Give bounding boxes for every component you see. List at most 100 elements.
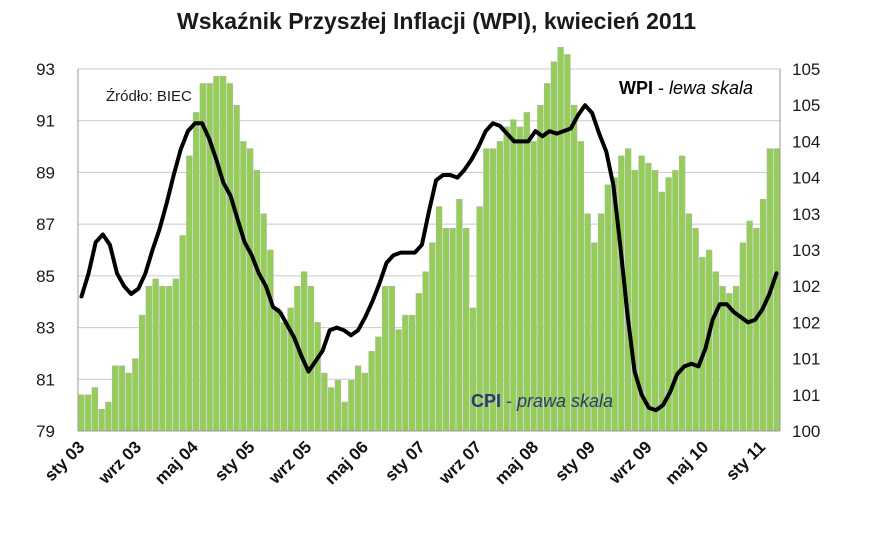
- left-tick-label: 93: [36, 60, 55, 79]
- left-tick-label: 87: [36, 215, 55, 234]
- chart-title: Wskaźnik Przyszłej Inflacji (WPI), kwiec…: [177, 8, 696, 34]
- cpi-bar: [118, 365, 126, 432]
- cpi-bar: [692, 227, 699, 432]
- cpi-bar: [759, 199, 767, 432]
- cpi-bar: [651, 170, 659, 432]
- cpi-bar: [712, 271, 720, 432]
- cpi-bar: [496, 141, 504, 432]
- x-tick-label: wrz 05: [264, 437, 315, 488]
- cpi-bar: [273, 307, 281, 432]
- cpi-bar: [489, 148, 497, 432]
- cpi-bar: [327, 387, 335, 432]
- cpi-bar: [300, 271, 308, 432]
- cpi-bar: [314, 322, 321, 432]
- cpi-bar: [98, 408, 105, 432]
- cpi-bar: [503, 126, 510, 432]
- cpi-bar: [685, 213, 693, 432]
- cpi-bar: [105, 401, 112, 432]
- cpi-bar: [226, 83, 234, 432]
- legend-wpi-suffix: lewa skala: [669, 78, 753, 98]
- cpi-bar: [422, 271, 429, 432]
- cpi-bar: [577, 141, 585, 432]
- x-tick-label: sty 11: [722, 437, 769, 484]
- x-tick-label: wrz 03: [94, 437, 145, 488]
- cpi-bar: [145, 285, 153, 432]
- cpi-bar: [537, 104, 544, 432]
- x-tick-label: wrz 07: [435, 437, 486, 488]
- cpi-bar: [91, 387, 99, 432]
- cpi-bar: [732, 285, 740, 432]
- cpi-bar: [368, 351, 375, 432]
- cpi-bar: [354, 365, 362, 432]
- cpi-bar: [294, 285, 301, 432]
- cpi-bar: [341, 401, 348, 432]
- cpi-bar: [557, 46, 564, 432]
- cpi-bar: [361, 372, 369, 432]
- cpi-bar: [125, 372, 132, 432]
- left-tick-label: 89: [36, 163, 55, 182]
- legend-cpi-dash: -: [501, 391, 517, 411]
- cpi-bar: [240, 141, 247, 432]
- cpi-bar: [219, 75, 227, 432]
- x-tick-label: maj 06: [321, 437, 372, 488]
- legend-cpi: CPI - prawa skala: [471, 391, 613, 411]
- right-tick-label: 104: [792, 169, 820, 188]
- cpi-bar: [456, 199, 463, 432]
- cpi-bar: [111, 365, 119, 432]
- wpi-line: [79, 103, 779, 413]
- right-tick-label: 104: [792, 132, 820, 151]
- cpi-bar: [186, 155, 193, 432]
- cpi-bar: [550, 61, 558, 432]
- x-tick-label: sty 07: [381, 437, 429, 485]
- cpi-bar: [280, 322, 288, 432]
- cpi-bar: [408, 314, 416, 432]
- cpi-bar: [159, 285, 166, 432]
- left-tick-label: 85: [36, 267, 55, 286]
- cpi-bar: [213, 75, 220, 432]
- cpi-bar: [645, 162, 652, 432]
- cpi-bar: [699, 256, 706, 432]
- cpi-bar: [381, 285, 389, 432]
- cpi-bar: [462, 227, 470, 432]
- left-tick-label: 91: [36, 112, 55, 131]
- cpi-bar: [172, 278, 180, 432]
- right-tick-label: 102: [792, 313, 820, 332]
- right-tick-label: 105: [792, 96, 820, 115]
- cpi-bar: [435, 206, 443, 432]
- x-tick-label: maj 10: [662, 437, 713, 488]
- cpi-bar: [753, 227, 760, 432]
- legend-wpi: WPI - lewa skala: [619, 78, 753, 98]
- right-tick-label: 103: [792, 241, 820, 260]
- left-axis-ticks: 79 81 83 85 87 89 91 93: [36, 60, 55, 441]
- left-tick-label: 81: [36, 370, 55, 389]
- x-tick-label: sty 03: [41, 437, 89, 485]
- cpi-bar: [307, 285, 315, 432]
- x-tick-label: wrz 09: [605, 437, 656, 488]
- cpi-bar: [429, 242, 436, 432]
- cpi-bar: [672, 170, 679, 432]
- cpi-bar: [253, 170, 261, 432]
- x-tick-label: sty 05: [211, 437, 259, 485]
- cpi-bar: [78, 394, 85, 432]
- cpi-bar: [726, 293, 733, 432]
- right-axis-ticks: 100 101 101 102 102 103 103 104 104 105 105: [792, 60, 820, 441]
- source-note: Źródło: BIEC: [106, 88, 192, 105]
- right-tick-label: 105: [792, 60, 820, 79]
- cpi-bar: [402, 314, 409, 432]
- cpi-bar: [138, 314, 146, 432]
- cpi-bar: [165, 285, 173, 432]
- cpi-bar: [469, 307, 477, 432]
- cpi-bar: [388, 285, 396, 432]
- cpi-bar: [233, 104, 240, 432]
- right-tick-label: 100: [792, 422, 820, 441]
- cpi-bar: [152, 278, 159, 432]
- cpi-bar: [719, 285, 726, 432]
- cpi-bar: [375, 336, 382, 432]
- left-tick-label: 83: [36, 319, 55, 338]
- cpi-bar: [510, 119, 517, 432]
- cpi-bar: [260, 213, 267, 432]
- x-tick-label: maj 08: [491, 437, 542, 488]
- cpi-bar: [516, 126, 524, 432]
- right-tick-label: 103: [792, 205, 820, 224]
